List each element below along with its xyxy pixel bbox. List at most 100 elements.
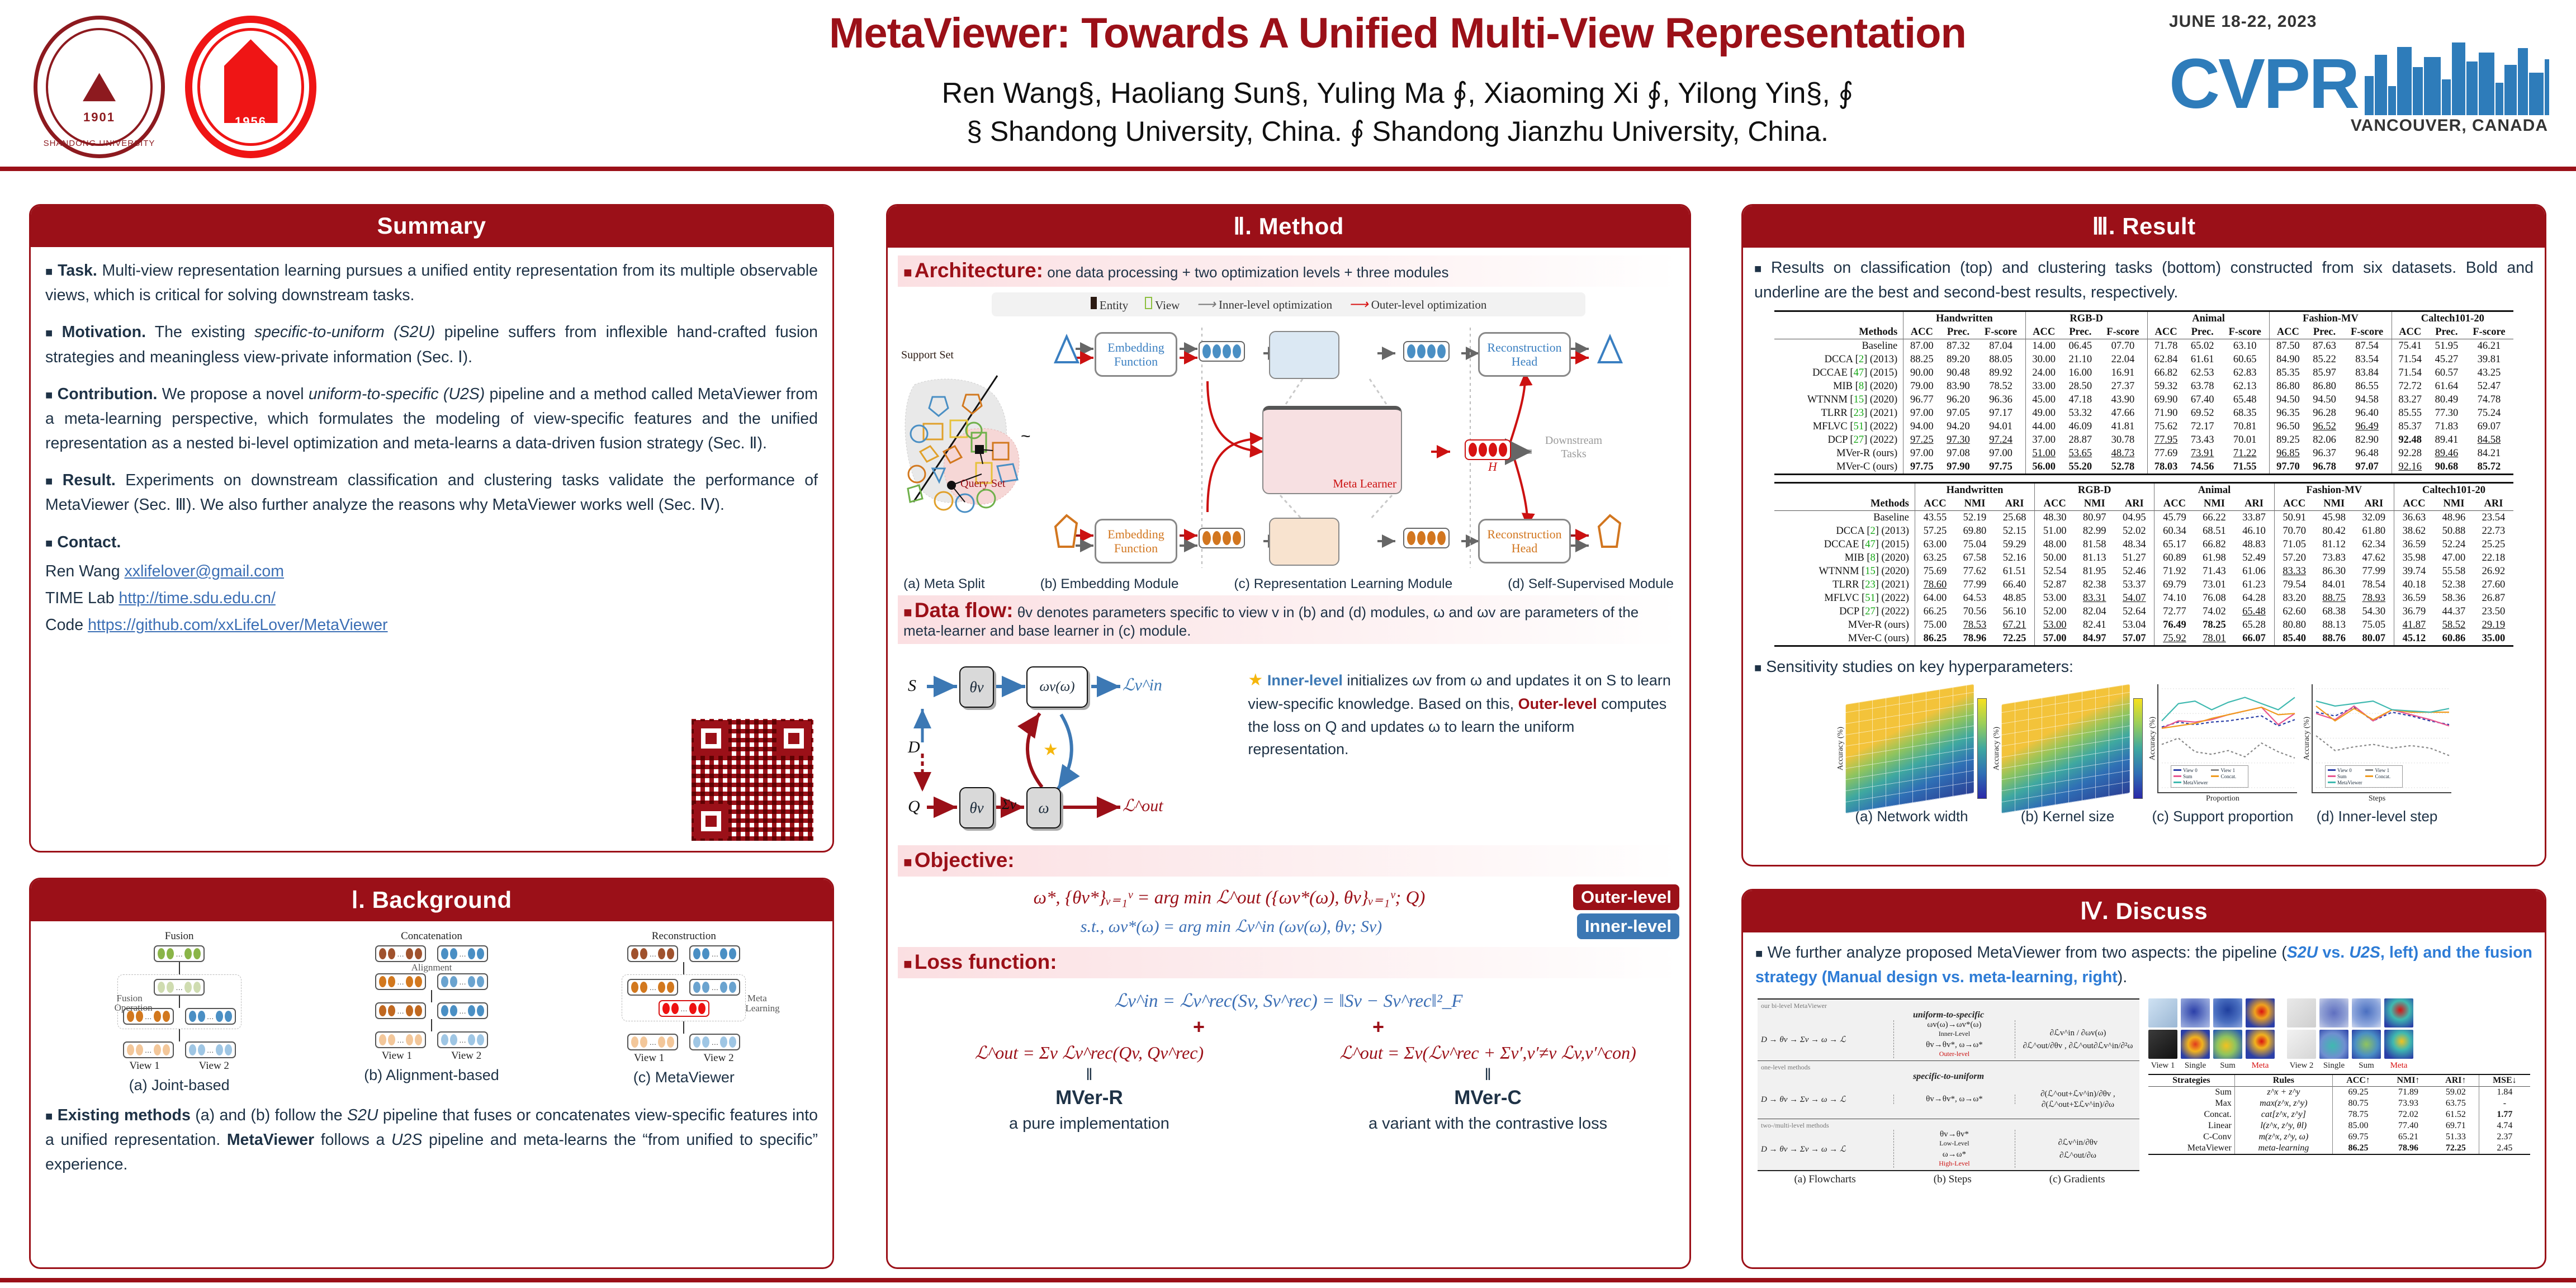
dataflow-diagram: S D Q θv θv ωv(ω) ω Σv ℒv^in ℒ^out ★ [903,653,1238,837]
discuss-text: ■ We further analyze proposed MetaViewer … [1755,944,2532,987]
fig-b-view2-label: View 2 [451,1050,482,1062]
arch-caption-c: (c) Representation Learning Module [1234,576,1453,591]
header-divider [0,167,2576,171]
contact-email-row: Ren Wang xxlifelover@gmail.com [45,559,818,584]
summary-item-contribution: ■ Contribution. We propose a novel unifor… [45,385,818,453]
summary-item-task: ■ Task. Multi-view representation learnin… [45,262,818,305]
page-title: MetaViewer: Towards A Unified Multi-View… [829,10,1967,57]
fig-b-inner-label: Alignment [411,962,452,973]
shandong-university-seal: ⛰ 1901 SHANDONG UNIVERSITY [34,16,165,158]
result-heading: Ⅲ. Result [1743,206,2545,248]
chart-d-caption: (d) Inner-level step [2316,807,2438,825]
fig-c-top-label: Reconstruction [651,930,716,942]
meta-learner-label: Meta Learner [1333,477,1396,490]
summary-item-motivation: ■ Motivation. The existing specific-to-un… [45,323,818,366]
fig-c-view2-label: View 2 [703,1052,734,1064]
background-figure: Fusion … … … … Fusion Operatio [45,927,818,1094]
clustering-results-table: Methods Handwritten RGB-D Animal Fashion-MV C… [1774,482,2513,647]
fusion-strategy-table: Strategies Rules ACC↑ NMI↑ ARI↑ MSE↓ Sum z^x + … [2148,1074,2530,1156]
fig-b-top-label: Concatenation [401,930,462,942]
chart-d-ylabel: Accuracy (%) [2303,716,2311,761]
chart-b-caption: (b) Kernel size [2020,807,2115,825]
objective-inner-row: s.t., ωv*(ω) = arg min ℒv^in (ωv(ω), θv;… [898,913,1679,939]
contact-lab-row: TIME Lab http://time.sdu.edu.cn/ [45,586,818,610]
chart-c-ylabel: Accuracy (%) [2148,716,2157,761]
embedding-function-box-bottom: Embedding Function [1095,519,1177,564]
mver-c-name: MVer-C [1454,1087,1522,1109]
cvpr-logo: JUNE 18-22, 2023 CVPR VANCOUVER, CANADA [2169,12,2549,135]
unified-representation-vector [1465,439,1511,460]
fig-a-top-label: Fusion [164,930,194,942]
objective-header: ■ Objective: [898,845,1679,877]
dataflow-D: D [908,738,920,756]
seal-year: 1956 [235,115,267,129]
fig-c-inner-label: Meta Learning [745,992,780,1014]
heat-row-3 [2287,998,2413,1028]
code-label: Code [45,616,84,634]
flow-caption-b: (b) Steps [1933,1173,1972,1186]
chart-d-xlabel: Steps [2368,794,2386,803]
background-figure-c: Reconstruction … … … … [566,930,801,1094]
attention-heatmaps: View 1 Single Sum Meta [2148,998,2530,1171]
qr-code[interactable] [692,719,813,841]
architecture-legend: Entity View ⟶ Inner-level optimization ⟶… [991,292,1586,316]
feature-vector-top-1 [1199,341,1245,362]
chart-d-legend: View 0 View 1 Sum Concat. MetaViewer [2325,765,2403,788]
summary-item-result: ■ Result. Experiments on downstream class… [45,471,818,514]
loss-outer-equation-left: ℒ^out = Σv ℒv^rec(Qv, Qv^rec) [974,1043,1204,1063]
chart-c-plot: View 0 View 1 Sum Concat. MetaViewer [2157,684,2297,793]
loss-outer-equation-right: ℒ^out = Σv(ℒv^rec + Σv′,v′≠v ℒv,v′^con) [1339,1043,1636,1063]
loss-col-mver-c: ℒ^out = Σv(ℒv^rec + Σv′,v′≠v ℒv,v′^con) … [1308,1042,1668,1133]
chart-c-legend: View 0 View 1 Sum Concat. MetaViewer [2171,765,2248,788]
loss-section: ℒv^in = ℒv^rec(Sv, Sv^rec) = ‖Sv − Sv^re… [898,984,1679,1133]
seal-name: SHANDONG UNIVERSITY [43,139,155,148]
architecture-header: ■ Architecture: one data processing + two… [898,255,1679,287]
contact-email-link[interactable]: xxlifelover@gmail.com [124,562,285,580]
seal-mountain-glyph: ⛰ [83,65,116,109]
view-icon [1145,296,1153,309]
discuss-heading: Ⅳ. Discuss [1743,891,2545,932]
chart-b-colorbar [2133,698,2143,799]
reconstruction-head-box-bottom: Reconstruction Head [1478,519,1571,564]
dataflow-omega: ω [1026,787,1061,828]
heat-labels-right: View 2 Single Sum Meta [2289,1061,2408,1071]
dataflow-note: ★ Inner-level initializes ωv from ω and … [1248,671,1671,757]
outer-level-tag[interactable]: Outer-level [1573,884,1679,910]
architecture-subtitle: one data processing + two optimization l… [1043,264,1449,281]
loss-header: ■ Loss function: [898,947,1679,978]
architecture-diagram: Support Set [900,322,1677,591]
heat-row-1 [2148,998,2275,1028]
summary-panel: Summary ■ Task. Multi-view representation… [29,204,834,853]
plus-left: + [1192,1015,1205,1038]
embedding-function-box-top: Embedding Function [1095,332,1177,377]
mver-r-desc: a pure implementation [1008,1115,1169,1133]
result-intro: ■ Results on classification (top) and clu… [1754,259,2534,302]
inner-arrow-icon: ⟶ [1196,297,1216,312]
chart-kernel-size: Accuracy (%) (b) Kernel size [1992,684,2143,825]
authors-line: Ren Wang§, Haoliang Sun§, Yuling Ma ∮, X… [941,77,1854,110]
method-heading: Ⅱ. Method [888,206,1689,248]
loss-inner-equation: ℒv^in = ℒv^rec(Sv, Sv^rec) = ‖Sv − Sv^re… [1114,991,1463,1011]
chart-d-plot: View 0 View 1 Sum Concat. MetaViewer [2312,684,2451,793]
dataflow-S: S [908,676,916,695]
background-heading: Ⅰ. Background [31,879,832,921]
summary-item-contact: ■ Contact. [45,533,121,551]
shandong-jianzhu-university-seal: 1956 [185,16,316,158]
dataflow-theta-bottom: θv [959,787,994,828]
support-set-label: Support Set [901,349,954,361]
dataflow-Q: Q [908,797,920,816]
code-url-link[interactable]: https://github.com/xxLifeLover/MetaViewe… [88,616,388,634]
vancouver-skyline-icon [2362,31,2549,115]
pipeline-comparison-table: our bi-level MetaViewer uniform-to-specif… [1758,998,2139,1172]
base-network-top [1269,331,1339,379]
university-logos: ⛰ 1901 SHANDONG UNIVERSITY 1956 [34,16,316,158]
lab-url-link[interactable]: http://time.sdu.edu.cn/ [119,589,276,607]
dataflow-theta-top: θv [959,666,994,708]
arch-caption-b: (b) Embedding Module [1040,576,1179,591]
background-figure-a: Fusion … … … … Fusion Operatio [62,930,297,1094]
loss-col-mver-r: ℒ^out = Σv ℒv^rec(Qv, Qv^rec) ‖ MVer-R a… [910,1042,1269,1133]
inner-level-tag[interactable]: Inner-level [1576,913,1679,939]
objective-outer-row: ω*, {θv*}ᵥ₌₁ᵛ = arg min ℒ^out ({ωv*(ω), … [898,884,1679,910]
lab-label: TIME Lab [45,589,115,607]
outer-level-term: Outer-level [1518,695,1597,712]
